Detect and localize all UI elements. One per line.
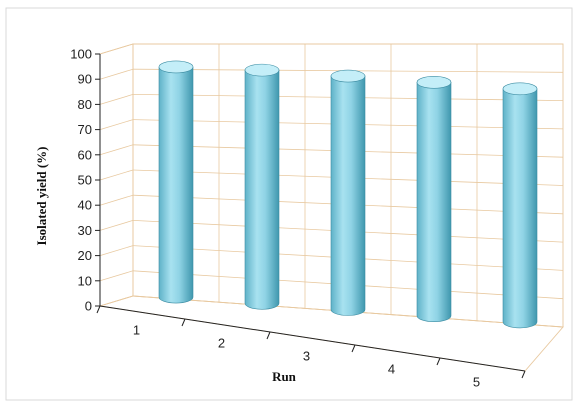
x-tick-mark (181, 318, 186, 327)
x-tick-label: 1 (133, 323, 140, 338)
y-tick-label: 50 (78, 173, 92, 188)
bar-body (330, 75, 366, 316)
gridline-side (99, 94, 134, 105)
y-tick-label: 20 (78, 248, 92, 263)
bar (330, 69, 366, 316)
bar (416, 76, 452, 322)
bar-body (502, 88, 538, 329)
y-tick-label: 60 (78, 147, 92, 162)
y-tick-label: 80 (78, 97, 92, 112)
y-tick-label: 30 (78, 223, 92, 238)
x-tick-label: 5 (473, 375, 480, 390)
y-tick-label: 0 (85, 299, 92, 314)
gridline-side (99, 245, 134, 256)
x-tick-label: 2 (218, 336, 225, 351)
axes (96, 54, 526, 379)
x-tick-mark (96, 305, 101, 314)
y-tick-label: 100 (70, 47, 92, 62)
y-tick-labels: 0 10 20 30 40 50 60 70 80 90 100 (70, 47, 92, 314)
bar-top (416, 76, 452, 89)
x-tick-mark (351, 344, 356, 353)
x-axis-title: Run (272, 369, 297, 384)
bar-body (158, 66, 194, 304)
bar (502, 82, 538, 329)
gridline-side (99, 169, 134, 181)
bar-top (244, 63, 280, 77)
gridline-side (99, 43, 134, 55)
y-tick-label: 40 (78, 198, 92, 213)
bar-top (330, 69, 366, 83)
y-tick-label: 90 (78, 72, 92, 87)
bar-top (158, 60, 194, 74)
x-tick-mark (521, 370, 526, 379)
gridline-side (99, 295, 134, 307)
bar (244, 63, 280, 310)
gridline-side (99, 119, 134, 130)
x-tick-mark (436, 357, 441, 366)
bar (158, 60, 194, 304)
gridline-side (99, 194, 134, 206)
y-axis-title: Isolated yield (%) (34, 147, 49, 246)
x-tick-label: 4 (388, 362, 395, 377)
y-tick-label: 10 (78, 273, 92, 288)
gridline-side (99, 144, 134, 156)
bar-top (502, 82, 538, 96)
gridline-side (99, 270, 134, 282)
x-tick-labels: 1 2 3 4 5 (133, 323, 480, 390)
bar-body (244, 69, 280, 310)
x-tick-label: 3 (303, 349, 310, 364)
bars (158, 60, 538, 329)
gridline-side (99, 68, 134, 80)
x-axis-line (99, 305, 526, 372)
gridline-side (99, 220, 134, 231)
y-tick-label: 70 (78, 122, 92, 137)
x-tick-mark (266, 331, 271, 340)
bar-body (416, 82, 452, 322)
